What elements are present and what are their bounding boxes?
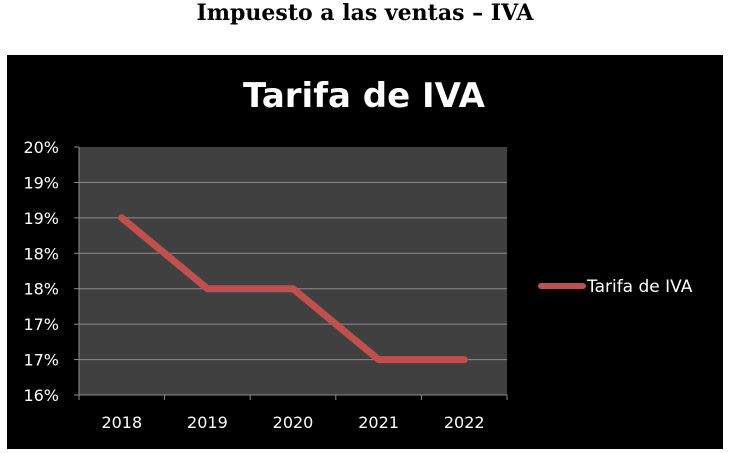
x-tick-label: 2020 [273, 413, 314, 432]
y-tick-label: 18% [23, 244, 59, 263]
y-tick-label: 16% [23, 386, 59, 405]
y-tick-label: 20% [23, 138, 59, 157]
series-line [118, 214, 468, 364]
y-tick-label: 17% [23, 315, 59, 334]
page-title: Impuesto a las ventas – IVA [196, 0, 534, 26]
plot-area: 20% 19% 19% 18% 18% 17% 17% 16% 2018 2019 2020 2021… [23, 138, 508, 432]
x-tick-label: 2019 [187, 413, 228, 432]
legend-label: Tarifa de IVA [586, 277, 693, 297]
y-tick-label: 17% [23, 351, 59, 370]
x-tick-label: 2021 [358, 413, 399, 432]
x-tick-label: 2022 [444, 413, 485, 432]
x-tick-label: 2018 [101, 413, 142, 432]
chart-title: Tarifa de IVA [243, 76, 486, 116]
legend: Tarifa de IVA [538, 277, 693, 297]
chart-panel: Tarifa de IVA 20% 19% 19% 18% 18% 17% 17% 16% 20… [7, 55, 723, 449]
y-tick-label: 18% [23, 280, 59, 299]
y-tick-label: 19% [23, 209, 59, 228]
y-tick-label: 19% [23, 173, 59, 192]
plot-background [79, 147, 507, 395]
line-chart: Tarifa de IVA 20%19%19%18%18%17%17%16%20… [23, 76, 693, 432]
